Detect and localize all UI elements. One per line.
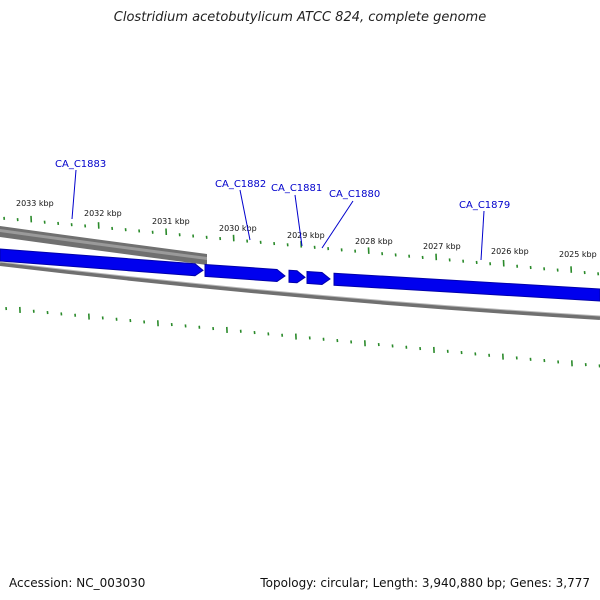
gene-label[interactable]: CA_C1881 bbox=[271, 183, 322, 194]
scale-labels: 2033 kbp 2032 kbp 2031 kbp 2030 kbp 2029 kbp… bbox=[16, 199, 597, 259]
gene-feature-1 bbox=[204, 263, 286, 282]
gene-label[interactable]: CA_C1882 bbox=[215, 179, 266, 190]
scale-label: 2031 kbp bbox=[152, 217, 190, 226]
gene-labels: CA_C1883 CA_C1882 CA_C1881 CA_C1880 CA_C1879 bbox=[55, 159, 510, 261]
gene-label[interactable]: CA_C1883 bbox=[55, 159, 106, 170]
gene-leader-line bbox=[239, 189, 251, 241]
gene-leader-line bbox=[480, 210, 485, 261]
scale-label: 2029 kbp bbox=[287, 231, 325, 240]
gene-leader-line bbox=[321, 200, 354, 249]
backbone-line bbox=[0, 262, 600, 320]
scale-label: 2026 kbp bbox=[491, 247, 529, 256]
gene-label[interactable]: CA_C1879 bbox=[459, 200, 510, 211]
backbone-highlight bbox=[0, 261, 600, 317]
accession-text: Accession: NC_003030 bbox=[9, 576, 146, 590]
gene-label[interactable]: CA_C1880 bbox=[329, 189, 380, 200]
scale-label: 2028 kbp bbox=[355, 237, 393, 246]
gene-feature-2 bbox=[288, 269, 306, 284]
gray-track-upper-highlight bbox=[0, 229, 207, 260]
scale-label: 2033 kbp bbox=[16, 199, 54, 208]
scale-label: 2032 kbp bbox=[84, 209, 122, 218]
gene-leader-line bbox=[294, 194, 303, 247]
gene-feature-4 bbox=[333, 272, 600, 302]
scale-label: 2030 kbp bbox=[219, 224, 257, 233]
gene-feature-3 bbox=[306, 270, 331, 285]
gene-feature-0 bbox=[0, 248, 204, 277]
scale-label: 2025 kbp bbox=[559, 250, 597, 259]
scale-label: 2027 kbp bbox=[423, 242, 461, 251]
gene-leader-line bbox=[71, 169, 77, 220]
topology-text: Topology: circular; Length: 3,940,880 bp… bbox=[260, 576, 590, 590]
gene-band bbox=[0, 248, 600, 302]
ticks-lower bbox=[5, 306, 600, 368]
map-title: Clostridium acetobutylicum ATCC 824, com… bbox=[113, 10, 487, 25]
